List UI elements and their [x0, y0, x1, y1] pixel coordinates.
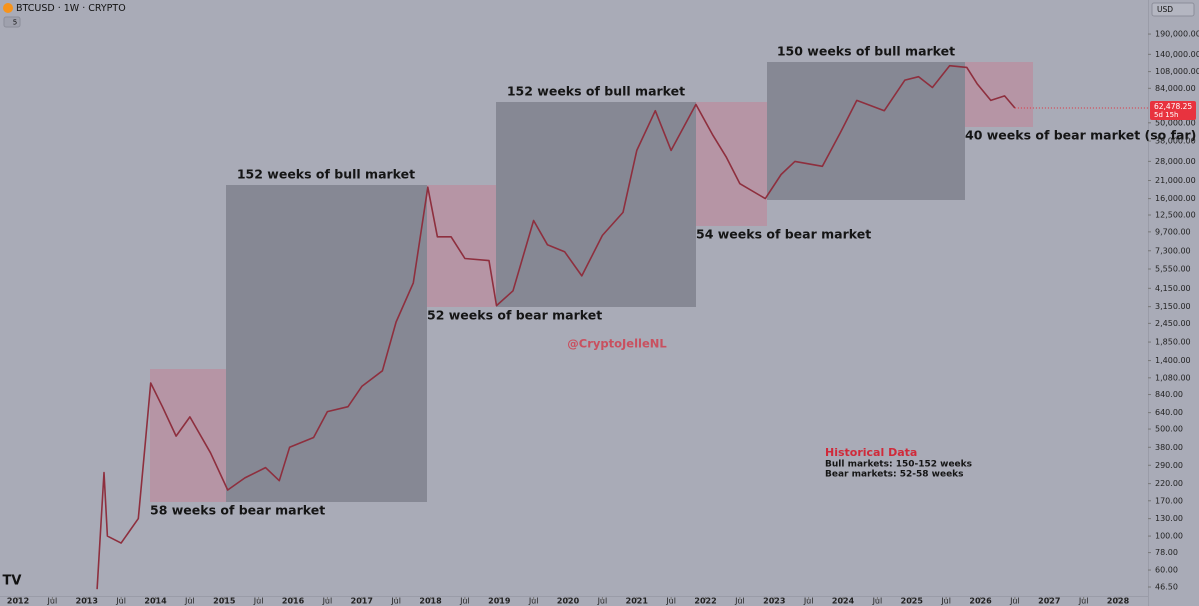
price-line	[96, 64, 1016, 590]
x-tick-label: 2013	[76, 597, 98, 606]
annotation: 54 weeks of bear market	[696, 227, 871, 242]
x-tick-label: 2020	[557, 597, 580, 606]
x-tick-label: 2019	[488, 597, 511, 606]
bear-box	[965, 62, 1033, 127]
y-tick-label: 140,000.00	[1155, 50, 1199, 59]
x-tick-label: Jul	[872, 597, 883, 606]
y-tick-label: 5,550.00	[1155, 264, 1191, 273]
x-tick-label: Jul	[528, 597, 539, 606]
y-tick-label: 190,000.00	[1155, 30, 1199, 39]
x-tick-label: 2012	[7, 597, 29, 606]
x-tick-label: 2027	[1038, 597, 1060, 606]
currency-select[interactable]	[1151, 2, 1195, 17]
y-tick-label: 840.00	[1155, 390, 1183, 399]
y-tick-label: 12,500.00	[1155, 210, 1196, 219]
annotation: 52 weeks of bear market	[427, 308, 602, 323]
x-tick-label: Jul	[184, 597, 195, 606]
x-tick-label: 2024	[832, 597, 855, 606]
y-tick-label: 9,700.00	[1155, 227, 1191, 236]
x-tick-label: Jul	[665, 597, 676, 606]
y-tick-label: 3,150.00	[1155, 302, 1191, 311]
notes-title: Historical Data	[825, 446, 917, 459]
currency[interactable]: USD	[1157, 5, 1173, 14]
x-tick-label: Jul	[803, 597, 814, 606]
x-tick-label: 2017	[351, 597, 373, 606]
indicator-toggle[interactable]	[3, 16, 21, 28]
bear-box	[427, 185, 496, 307]
notes-line: Bear markets: 52-58 weeks	[825, 470, 964, 480]
y-tick-label: 130.00	[1155, 514, 1183, 523]
y-tick-label: 46.50	[1155, 582, 1178, 591]
x-tick-label: Jul	[459, 597, 470, 606]
y-tick-label: 1,400.00	[1155, 356, 1191, 365]
y-tick-label: 100.00	[1155, 532, 1183, 541]
boxes	[150, 62, 1033, 502]
annotation: 40 weeks of bear market (so far)	[965, 128, 1196, 143]
x-tick-label: Jul	[390, 597, 401, 606]
x-tick-label: 2026	[969, 597, 992, 606]
x-tick-label: Jul	[940, 597, 951, 606]
y-tick-label: 1,080.00	[1155, 373, 1191, 382]
y-tick-label: 640.00	[1155, 408, 1183, 417]
annotation: 152 weeks of bull market	[507, 84, 685, 99]
y-tick-label: 78.00	[1155, 548, 1178, 557]
y-tick-label: 4,150.00	[1155, 284, 1191, 293]
annotation: 58 weeks of bear market	[150, 503, 325, 518]
bear-box	[696, 102, 767, 226]
notes-line: Bull markets: 150-152 weeks	[825, 460, 972, 470]
symbol: BTCUSD · 1W · CRYPTO	[16, 3, 126, 14]
y-tick-label: 380.00	[1155, 443, 1183, 452]
annotation: 152 weeks of bull market	[237, 167, 415, 182]
y-tick-label: 290.00	[1155, 461, 1183, 470]
x-tick-label: 2015	[213, 597, 236, 606]
y-tick-label: 220.00	[1155, 479, 1183, 488]
symbol-icon	[3, 3, 13, 13]
y-tick-label: 2,450.00	[1155, 319, 1191, 328]
x-tick-label: Jul	[322, 597, 333, 606]
annotation: 150 weeks of bull market	[777, 44, 955, 59]
last-price-label: 62,478.25	[1154, 102, 1192, 111]
x-tick-label: Jul	[597, 597, 608, 606]
bear-box	[150, 369, 226, 502]
x-tick-label: Jul	[253, 597, 264, 606]
bull-box	[767, 62, 965, 200]
y-tick-label: 50,000.00	[1155, 118, 1196, 127]
logo: TV	[3, 574, 22, 589]
x-tick-label: Jul	[734, 597, 745, 606]
y-tick-label: 84,000.00	[1155, 84, 1196, 93]
indicator-count[interactable]: 5	[13, 19, 17, 27]
y-tick-label: 1,850.00	[1155, 338, 1191, 347]
x-tick-label: 2014	[144, 597, 167, 606]
y-tick-label: 28,000.00	[1155, 157, 1196, 166]
x-tick-label: 2018	[419, 597, 442, 606]
y-tick-label: 60.00	[1155, 566, 1178, 575]
y-tick-label: 7,300.00	[1155, 246, 1191, 255]
bull-box	[226, 185, 427, 502]
y-tick-label: 16,000.00	[1155, 194, 1196, 203]
x-tick-label: 2023	[763, 597, 785, 606]
last-price-box	[1150, 100, 1196, 120]
x-tick-label: Jul	[1078, 597, 1089, 606]
y-tick-label: 500.00	[1155, 425, 1183, 434]
x-tick-label: Jul	[1009, 597, 1020, 606]
x-tick-label: 2022	[694, 597, 716, 606]
x-tick-label: Jul	[47, 597, 58, 606]
watermark: @CryptoJelleNL	[567, 337, 667, 351]
y-tick-label: 108,000.00	[1155, 67, 1199, 76]
countdown-label: 5d 15h	[1154, 111, 1178, 119]
x-tick-label: 2021	[626, 597, 649, 606]
y-tick-label: 38,000.00	[1155, 137, 1196, 146]
y-tick-label: 21,000.00	[1155, 176, 1196, 185]
x-tick-label: 2016	[282, 597, 305, 606]
bull-box	[496, 102, 696, 307]
x-tick-label: 2025	[901, 597, 924, 606]
plot	[96, 64, 1016, 590]
x-tick-label: Jul	[115, 597, 126, 606]
x-tick-label: 2028	[1107, 597, 1130, 606]
y-tick-label: 170.00	[1155, 496, 1183, 505]
